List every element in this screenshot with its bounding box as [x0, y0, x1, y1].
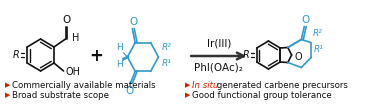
- Text: Good functional group tolerance: Good functional group tolerance: [192, 91, 332, 100]
- Text: H: H: [116, 43, 122, 52]
- Text: ▶: ▶: [5, 92, 10, 98]
- Text: +: +: [90, 47, 104, 65]
- Text: R²: R²: [313, 28, 323, 37]
- Text: R: R: [13, 50, 19, 60]
- Text: H: H: [72, 33, 80, 43]
- Text: O: O: [125, 86, 133, 96]
- Text: R¹: R¹: [314, 45, 324, 54]
- Text: PhI(OAc)₂: PhI(OAc)₂: [194, 62, 243, 72]
- Text: Broad substrate scope: Broad substrate scope: [12, 91, 108, 100]
- Text: OH: OH: [65, 67, 81, 77]
- Text: generated carbene precursors: generated carbene precursors: [214, 80, 348, 89]
- Text: R: R: [242, 50, 249, 60]
- Text: R²: R²: [161, 43, 171, 52]
- Text: Ir(III): Ir(III): [206, 38, 231, 48]
- Text: Commercially available materials: Commercially available materials: [12, 80, 155, 89]
- Text: ▶: ▶: [186, 82, 191, 88]
- Text: O: O: [301, 15, 309, 25]
- Text: O: O: [129, 17, 137, 27]
- Text: O: O: [62, 15, 71, 25]
- Text: ▶: ▶: [5, 82, 10, 88]
- Text: H: H: [116, 60, 122, 69]
- Text: In situ: In situ: [192, 80, 218, 89]
- Text: ▶: ▶: [186, 92, 191, 98]
- Text: R¹: R¹: [161, 59, 171, 68]
- Text: O: O: [294, 52, 302, 62]
